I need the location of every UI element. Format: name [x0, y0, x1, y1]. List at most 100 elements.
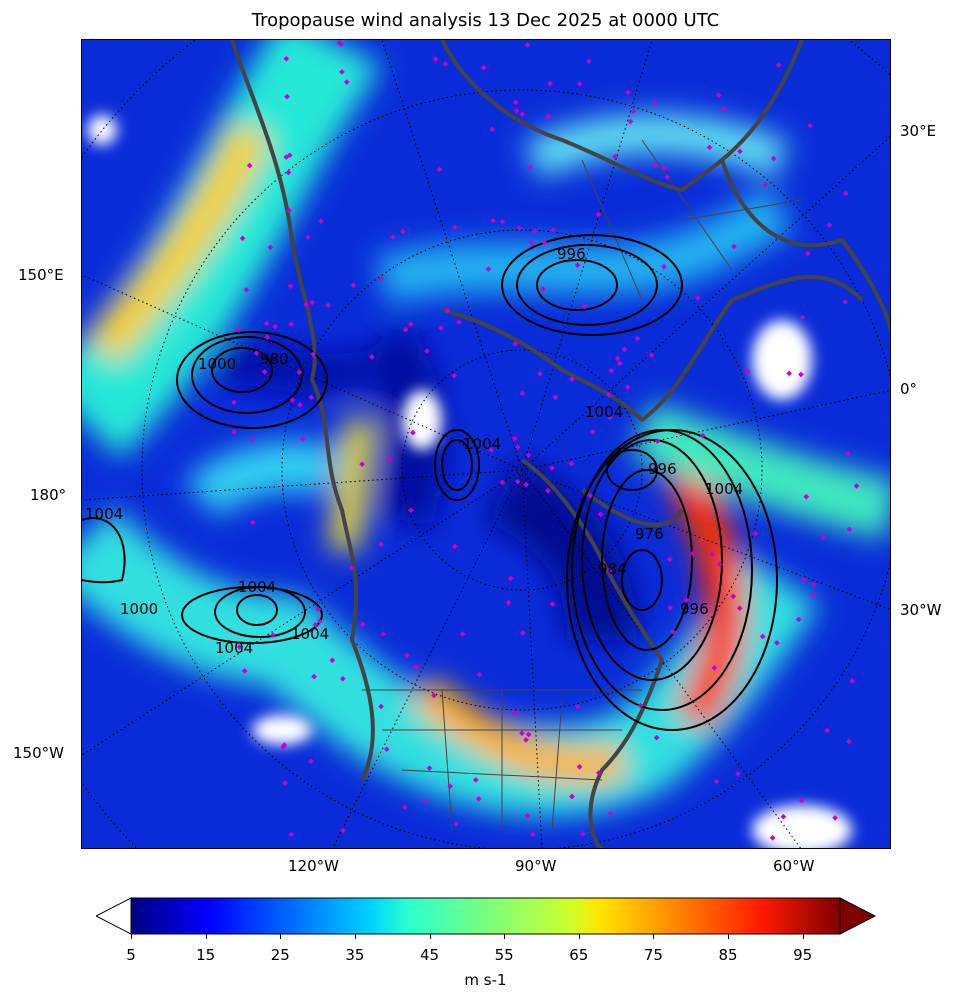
- station-marker: [552, 394, 559, 401]
- station-marker: [402, 326, 409, 333]
- station-marker: [389, 234, 396, 240]
- station-marker: [340, 675, 346, 682]
- colorbar-tick-label: 55: [494, 946, 514, 964]
- station-marker: [231, 399, 237, 406]
- station-marker: [283, 154, 290, 160]
- colorbar: [96, 897, 877, 935]
- lon-label-30w: 30°W: [900, 601, 942, 619]
- station-marker: [770, 155, 777, 162]
- station-marker: [404, 652, 410, 659]
- station-marker: [241, 668, 248, 674]
- station-marker: [630, 108, 637, 114]
- station-marker: [514, 478, 521, 485]
- station-marker: [537, 370, 543, 377]
- station-marker: [378, 541, 384, 548]
- station-marker: [267, 244, 274, 251]
- station-marker: [606, 392, 612, 398]
- station-marker: [288, 831, 295, 838]
- station-marker: [325, 302, 331, 309]
- station-marker: [795, 616, 802, 623]
- contour-label: 996: [680, 600, 709, 618]
- station-marker: [308, 394, 315, 401]
- station-marker: [401, 804, 408, 810]
- colorbar-tick-mark: [578, 934, 580, 939]
- station-marker: [625, 89, 631, 96]
- station-marker: [774, 639, 780, 646]
- station-marker: [296, 369, 303, 375]
- contour-label: 1004: [85, 505, 124, 523]
- station-marker: [661, 263, 667, 270]
- colorbar-tick-label: 95: [793, 946, 813, 964]
- station-marker: [235, 327, 242, 333]
- station-marker: [654, 438, 661, 444]
- station-marker: [413, 664, 419, 670]
- station-marker: [523, 481, 529, 488]
- colorbar-tick-mark: [280, 934, 282, 939]
- station-marker: [744, 368, 751, 375]
- station-marker: [519, 111, 526, 117]
- station-marker: [359, 461, 365, 467]
- station-marker: [431, 692, 437, 699]
- map-title: Tropopause wind analysis 13 Dec 2025 at …: [251, 10, 720, 31]
- station-marker: [550, 227, 556, 233]
- station-marker: [587, 492, 593, 499]
- station-markers: [231, 40, 860, 841]
- station-marker: [489, 126, 495, 133]
- station-marker: [666, 556, 673, 563]
- station-marker: [490, 217, 496, 224]
- station-marker: [576, 81, 583, 87]
- station-marker: [670, 628, 676, 635]
- station-marker: [378, 703, 384, 710]
- station-marker: [842, 299, 849, 305]
- colorbar-tick-mark: [354, 934, 356, 939]
- station-marker: [606, 567, 613, 574]
- station-marker: [607, 810, 614, 817]
- lon-label-120w: 120°W: [288, 857, 339, 875]
- colorbar-tick-label: 15: [196, 946, 216, 964]
- station-marker: [826, 222, 833, 228]
- station-marker: [547, 80, 553, 87]
- station-marker: [810, 591, 817, 598]
- station-marker: [253, 350, 260, 357]
- station-marker: [853, 483, 860, 489]
- station-marker: [383, 746, 390, 753]
- polar-stereographic-wind-map: [81, 39, 891, 849]
- station-marker: [459, 631, 466, 637]
- station-marker: [715, 92, 722, 99]
- station-marker: [309, 299, 315, 306]
- colorbar-tick-label: 35: [345, 946, 365, 964]
- station-marker: [574, 262, 581, 269]
- station-marker: [343, 79, 350, 85]
- station-marker: [318, 218, 324, 224]
- station-marker: [285, 169, 292, 176]
- station-marker: [519, 730, 525, 736]
- station-marker: [512, 340, 519, 347]
- station-marker: [280, 744, 287, 750]
- lon-label-150w: 150°W: [13, 744, 64, 762]
- station-marker: [269, 632, 276, 639]
- station-marker: [627, 118, 634, 125]
- station-marker: [736, 605, 743, 612]
- station-marker: [699, 432, 706, 439]
- station-marker: [380, 631, 386, 637]
- station-marker: [690, 550, 696, 557]
- station-marker: [246, 162, 253, 169]
- station-marker: [574, 703, 581, 710]
- lon-label-180: 180°: [30, 486, 67, 504]
- station-marker: [516, 225, 523, 231]
- colorbar-tick-label: 45: [419, 946, 440, 964]
- station-marker: [297, 401, 303, 408]
- station-marker: [451, 224, 458, 231]
- station-marker: [653, 734, 660, 741]
- colorbar-tick-label: 65: [569, 946, 589, 964]
- station-marker: [786, 370, 792, 377]
- station-marker: [360, 621, 366, 628]
- station-marker: [576, 764, 583, 770]
- station-marker: [424, 348, 430, 354]
- station-marker: [683, 597, 690, 604]
- station-marker: [811, 581, 817, 588]
- colorbar-tick-mark: [728, 934, 730, 939]
- station-marker: [249, 436, 256, 443]
- political-boundaries: [362, 139, 803, 831]
- station-marker: [368, 354, 375, 360]
